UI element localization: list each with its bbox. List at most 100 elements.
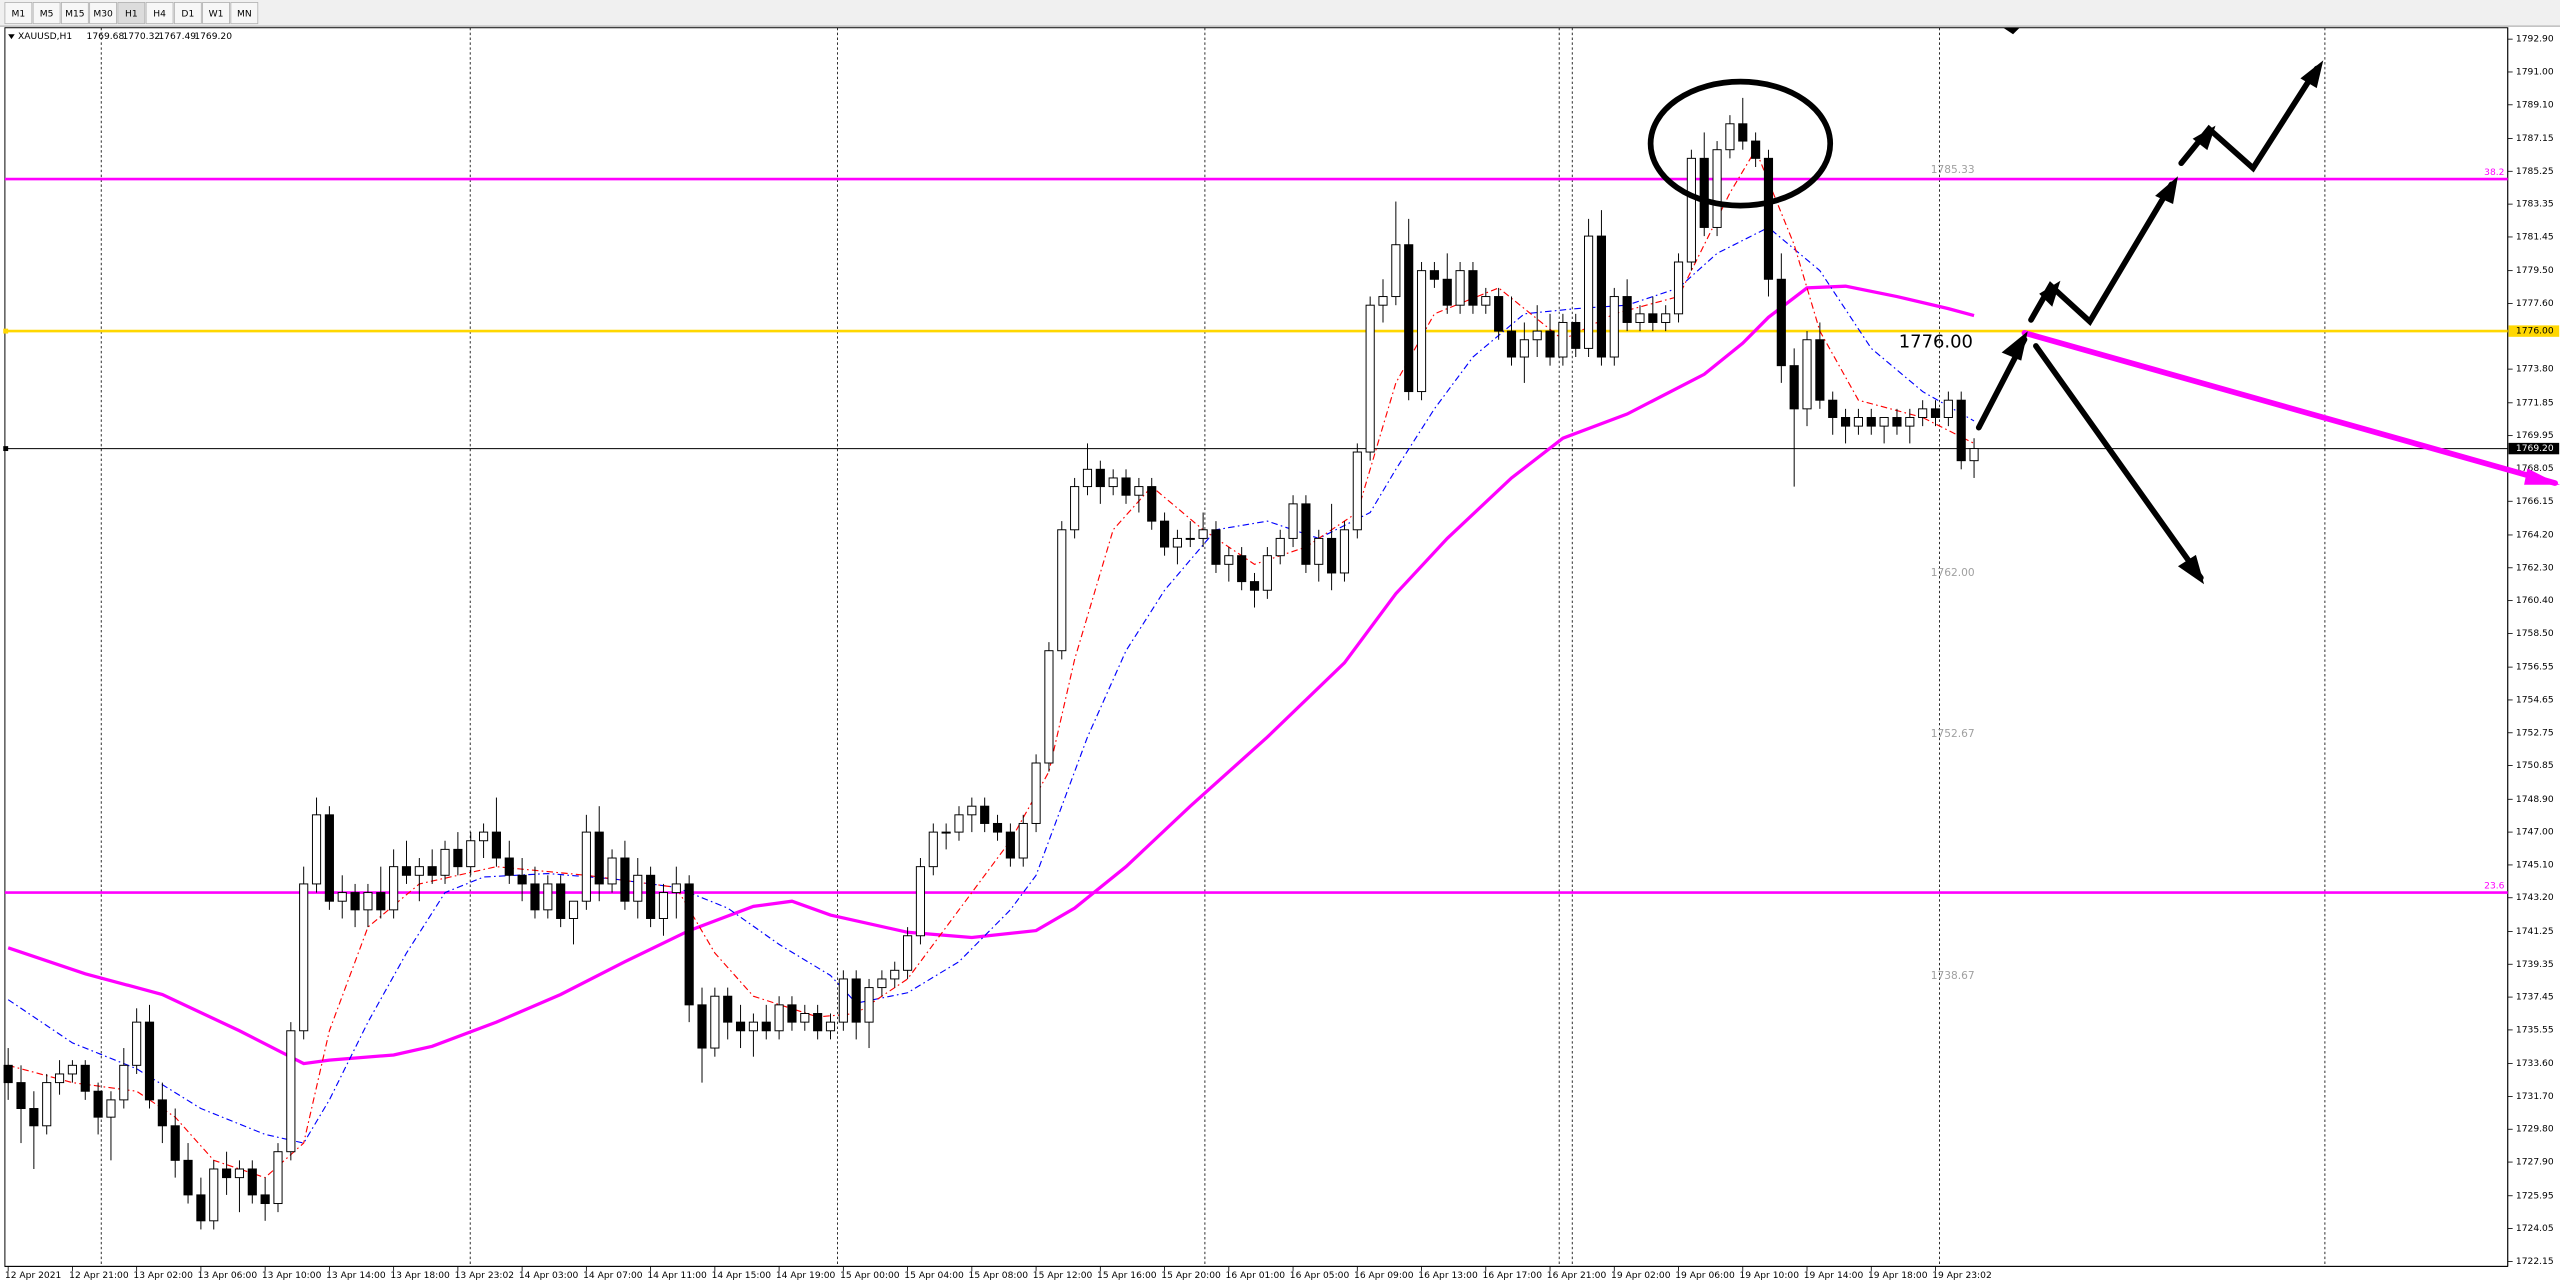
- arrow-head: [2524, 468, 2560, 485]
- timeframe-label[interactable]: H1: [125, 9, 138, 19]
- candle-body: [607, 857, 617, 885]
- candle-body: [1301, 503, 1311, 565]
- candle-body: [1172, 537, 1182, 548]
- trendline: [2021, 330, 2558, 486]
- candle-body: [1121, 477, 1131, 496]
- arrow-head: [2155, 176, 2178, 204]
- x-tick-label: 19 Apr 06:00: [1675, 1271, 1735, 1281]
- drawn-trendlines: [1647, 60, 2560, 585]
- y-tick-label: 1791.00: [2516, 67, 2554, 77]
- candle-body: [1108, 477, 1118, 488]
- candle-body: [1031, 762, 1041, 824]
- candle-body: [1327, 537, 1337, 574]
- candle-body: [1840, 416, 1851, 427]
- timeframe-button[interactable]: [89, 2, 117, 25]
- candle-body: [29, 1108, 39, 1127]
- timeframe-button[interactable]: [230, 2, 259, 25]
- timeframe-button[interactable]: [4, 2, 33, 25]
- candle-body: [376, 892, 386, 911]
- candle-body: [1699, 157, 1709, 228]
- candle-body: [1866, 416, 1876, 427]
- candle-body: [1751, 140, 1761, 159]
- candle-body: [16, 1082, 26, 1110]
- timeframe-label[interactable]: MN: [237, 9, 252, 19]
- candle-body: [1147, 486, 1157, 522]
- candle-body: [1070, 486, 1080, 531]
- x-tick-label: 13 Apr 23:02: [455, 1271, 515, 1281]
- candle-body: [67, 1064, 77, 1075]
- candle-body: [684, 883, 694, 1006]
- x-tick-label: 19 Apr 14:00: [1804, 1271, 1864, 1281]
- y-tick-label: 1747.00: [2516, 828, 2554, 838]
- candle-body: [1159, 520, 1170, 548]
- candle-body: [196, 1194, 206, 1222]
- timeframe-label[interactable]: M15: [65, 9, 85, 19]
- y-tick-label: 1731.70: [2516, 1092, 2554, 1102]
- header-price: 1769.20: [194, 32, 232, 42]
- candle-body: [1712, 149, 1722, 228]
- candle-body: [1763, 157, 1774, 280]
- timeframe-label[interactable]: H4: [153, 9, 166, 19]
- y-tick-label: 1781.45: [2516, 232, 2554, 242]
- timeframe-button[interactable]: [117, 2, 146, 25]
- y-tick-label: 1752.75: [2516, 728, 2554, 738]
- candle-body: [710, 995, 720, 1049]
- x-tick-label: 19 Apr 23:02: [1932, 1271, 1992, 1281]
- timeframe-label[interactable]: D1: [181, 9, 194, 19]
- y-tick-label: 1756.55: [2516, 663, 2554, 673]
- y-tick-label: 1766.15: [2516, 497, 2554, 507]
- timeframe-button[interactable]: [145, 2, 174, 25]
- arrow-head: [2001, 331, 2028, 361]
- x-tick-label: 16 Apr 09:00: [1354, 1271, 1414, 1281]
- x-tick-label: 15 Apr 04:00: [904, 1271, 964, 1281]
- candle-body: [1571, 321, 1581, 349]
- candle-body: [453, 848, 463, 868]
- candle-body: [697, 1004, 707, 1049]
- axis: 1792.90 1791.00 1789.10 1787.15 1785.25 1783.…: [2507, 27, 2560, 1286]
- timeframe-button[interactable]: [173, 2, 202, 25]
- y-tick-label: 1762.30: [2516, 563, 2554, 573]
- candle-body: [1198, 529, 1208, 539]
- y-tick-label: 1787.15: [2516, 134, 2554, 144]
- timeframe-label[interactable]: M1: [12, 9, 26, 19]
- candle-body: [915, 866, 926, 937]
- candle-body: [1609, 296, 1619, 358]
- y-tick-label: 1727.90: [2516, 1158, 2554, 1168]
- x-tick-label: 14 Apr 07:00: [583, 1271, 643, 1281]
- candle-body: [440, 848, 450, 876]
- candle-body: [1455, 270, 1465, 306]
- candle-body: [1018, 822, 1028, 859]
- y-tick-label: 1748.90: [2516, 795, 2554, 805]
- timeframe-button[interactable]: [60, 2, 89, 25]
- candle-body: [556, 883, 566, 919]
- x-tick-label: 14 Apr 19:00: [776, 1271, 836, 1281]
- x-tick-label: 12 Apr 2021: [5, 1271, 61, 1281]
- candle-body: [517, 874, 527, 885]
- x-tick-label: 19 Apr 10:00: [1740, 1271, 1800, 1281]
- candle-body: [350, 892, 360, 911]
- candle-body: [1584, 235, 1594, 349]
- timeframe-label[interactable]: M5: [40, 9, 54, 19]
- candle-body: [774, 1004, 784, 1032]
- y-tick-label: 1758.50: [2516, 629, 2554, 639]
- candle-body: [1044, 650, 1054, 764]
- candle-body: [954, 814, 964, 833]
- level-handle: [3, 446, 9, 452]
- timeframe-button[interactable]: [32, 2, 61, 25]
- timeframe-button[interactable]: [202, 2, 230, 25]
- y-tick-label: 1741.25: [2516, 927, 2554, 937]
- price-note: 1752.67: [1931, 727, 1975, 740]
- levels: 38.2 1776.00 1776.00 23.6 1769.20 1785.33 1762…: [3, 163, 2560, 982]
- candle-body: [1404, 244, 1414, 393]
- candle-body: [311, 814, 322, 885]
- timeframe-label[interactable]: M30: [93, 9, 113, 19]
- candle-body: [1918, 408, 1928, 418]
- arrow: [2178, 65, 2320, 173]
- timeframe-label[interactable]: W1: [209, 9, 224, 19]
- candle-body: [466, 840, 476, 868]
- x-tick-label: 13 Apr 10:00: [262, 1271, 322, 1281]
- x-tick-label: 14 Apr 03:00: [519, 1271, 579, 1281]
- axis-price-label: 1769.20: [2516, 444, 2554, 454]
